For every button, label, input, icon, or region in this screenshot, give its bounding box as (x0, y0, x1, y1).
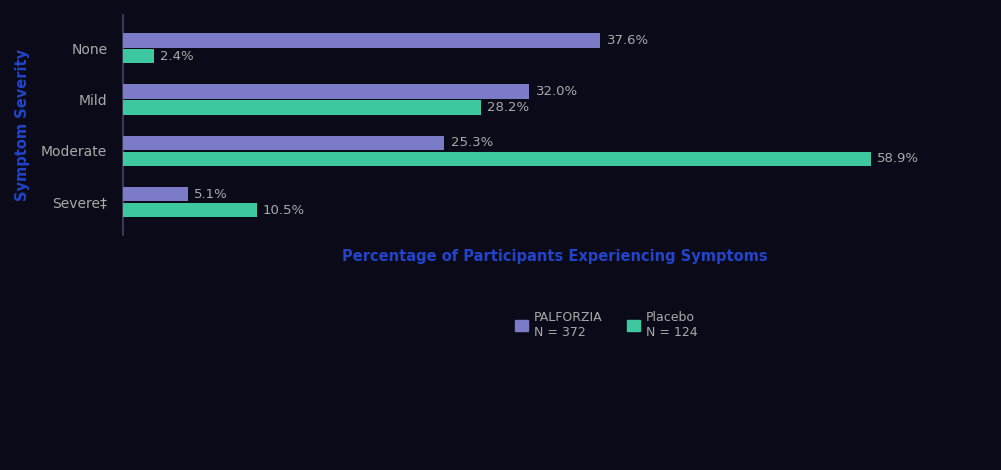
Bar (123, 49, 154, 63)
Bar (123, 203, 256, 217)
Text: 10.5%: 10.5% (263, 204, 305, 217)
Bar (123, 101, 481, 115)
Text: 28.2%: 28.2% (487, 101, 530, 114)
Bar (123, 85, 530, 99)
Text: 37.6%: 37.6% (607, 34, 649, 47)
Text: 2.4%: 2.4% (160, 50, 194, 63)
Bar (123, 136, 444, 150)
Bar (123, 152, 871, 166)
Text: 25.3%: 25.3% (450, 136, 492, 149)
X-axis label: Percentage of Participants Experiencing Symptoms: Percentage of Participants Experiencing … (342, 250, 768, 264)
Text: 5.1%: 5.1% (194, 188, 228, 201)
Y-axis label: Symptom Severity: Symptom Severity (15, 49, 30, 201)
Legend: PALFORZIA
N = 372, Placebo
N = 124: PALFORZIA N = 372, Placebo N = 124 (511, 306, 703, 344)
Text: 32.0%: 32.0% (536, 85, 578, 98)
Bar (123, 187, 188, 201)
Bar (123, 33, 601, 47)
Text: 58.9%: 58.9% (877, 152, 919, 165)
